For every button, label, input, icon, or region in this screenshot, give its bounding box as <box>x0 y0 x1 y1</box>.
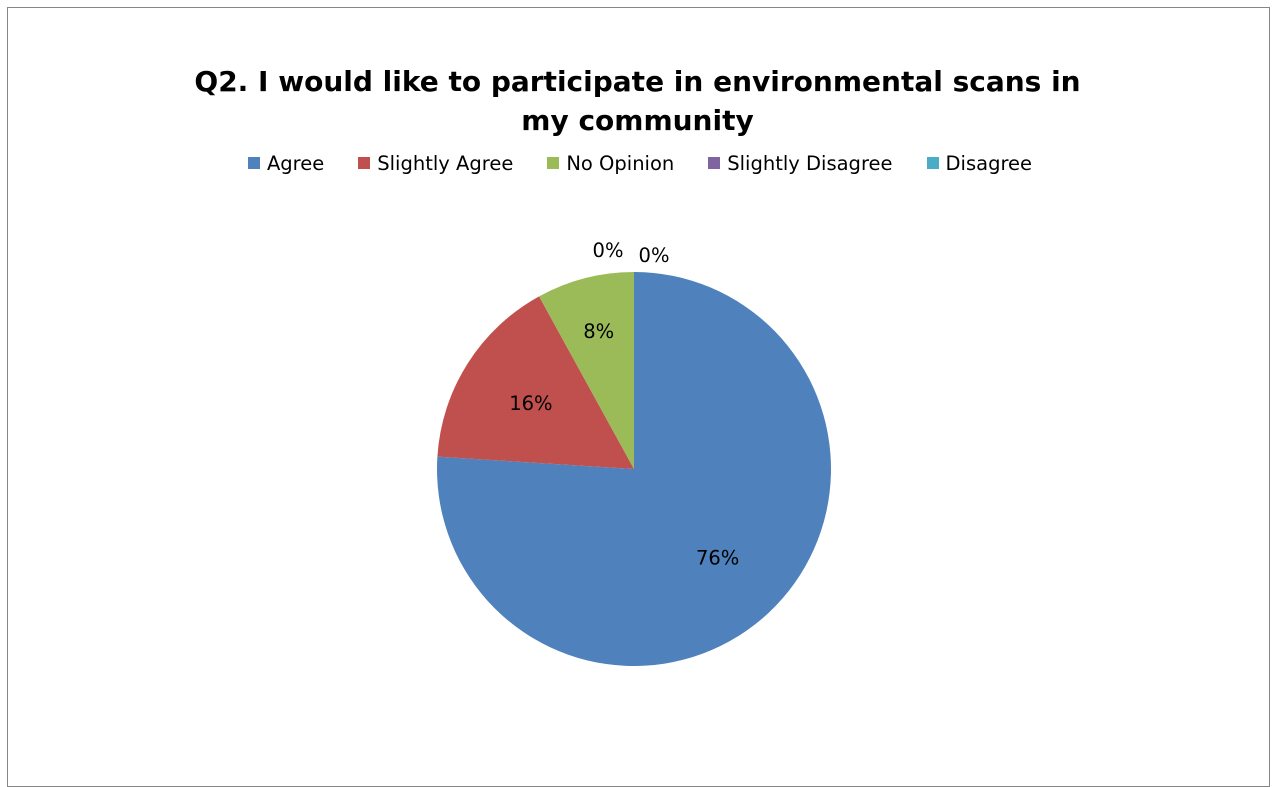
legend-item-slightly-agree: Slightly Agree <box>358 152 513 175</box>
legend-label: Agree <box>266 151 325 175</box>
legend-label: Disagree <box>945 151 1033 175</box>
pie-slice-no-opinion <box>539 272 634 469</box>
legend-swatch <box>358 157 371 169</box>
data-label-agree: 76% <box>696 547 739 570</box>
pie-chart: 76% 16% 8% 0% 0% <box>437 239 831 666</box>
data-label-slightly-agree: 16% <box>509 392 552 415</box>
legend-label: No Opinion <box>566 151 675 175</box>
legend-item-agree: Agree <box>247 151 325 175</box>
chart-legend: Agree Slightly Agree No Opinion Slightly… <box>0 148 1280 178</box>
data-label-slightly-disagree: 0% <box>593 239 624 262</box>
pie-slice-slightly-agree <box>437 296 634 469</box>
legend-item-disagree: Disagree <box>926 151 1033 175</box>
data-label-no-opinion: 8% <box>583 320 614 343</box>
legend-label: Slightly Agree <box>377 151 514 175</box>
legend-swatch <box>708 157 721 169</box>
legend-item-slightly-disagree: Slightly Disagree <box>708 151 893 175</box>
legend-swatch <box>247 157 260 169</box>
legend-swatch <box>926 157 939 169</box>
legend-item-no-opinion: No Opinion <box>547 152 674 175</box>
legend-swatch <box>547 157 560 169</box>
legend-label: Slightly Disagree <box>727 151 893 175</box>
data-label-disagree: 0% <box>639 244 670 267</box>
chart-title: Q2. I would like to participate in envir… <box>194 65 1081 137</box>
